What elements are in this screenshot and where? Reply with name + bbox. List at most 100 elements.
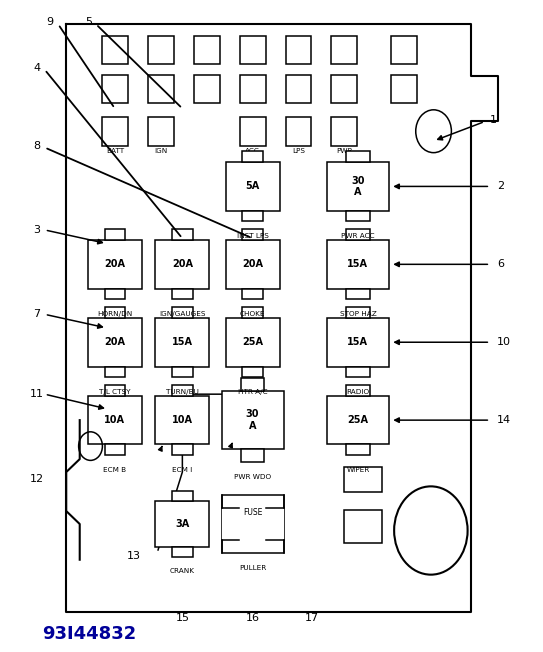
Text: BATT: BATT xyxy=(106,148,124,154)
Bar xyxy=(239,36,266,65)
Bar xyxy=(172,547,193,557)
Text: 15: 15 xyxy=(175,613,190,623)
Bar xyxy=(172,366,193,378)
Bar xyxy=(194,75,219,103)
Bar xyxy=(239,75,266,103)
Bar xyxy=(346,151,370,162)
Bar xyxy=(105,289,125,299)
Text: T/L CTSY: T/L CTSY xyxy=(99,389,130,395)
Bar xyxy=(344,467,382,492)
Bar xyxy=(155,240,210,289)
Bar xyxy=(327,396,389,445)
Text: 10A: 10A xyxy=(172,415,193,425)
Text: 5A: 5A xyxy=(245,181,260,192)
Text: 30
A: 30 A xyxy=(351,175,365,197)
Bar xyxy=(346,385,370,396)
Bar xyxy=(327,162,389,211)
Text: 20A: 20A xyxy=(104,259,125,269)
Text: ACC: ACC xyxy=(245,148,260,154)
Bar xyxy=(222,391,283,449)
Bar xyxy=(346,289,370,299)
Text: 4: 4 xyxy=(33,63,40,72)
Bar xyxy=(148,75,174,103)
Bar xyxy=(225,240,280,289)
Text: 15A: 15A xyxy=(172,337,193,348)
Text: HTR A/C: HTR A/C xyxy=(238,389,267,395)
Bar xyxy=(88,396,142,445)
Bar xyxy=(286,117,312,145)
Bar xyxy=(88,240,142,289)
Text: CHOKE: CHOKE xyxy=(240,311,266,317)
Bar xyxy=(225,162,280,211)
Text: 20A: 20A xyxy=(104,337,125,348)
Text: 20A: 20A xyxy=(242,259,263,269)
Bar xyxy=(331,117,357,145)
Text: PULLER: PULLER xyxy=(239,565,266,571)
Bar xyxy=(391,36,417,65)
Text: 9: 9 xyxy=(47,17,54,27)
Text: RADIO: RADIO xyxy=(346,389,369,395)
Bar xyxy=(172,230,193,240)
Text: 3: 3 xyxy=(33,225,40,235)
Bar xyxy=(266,508,283,540)
Bar xyxy=(239,117,266,145)
Bar xyxy=(346,230,370,240)
Text: PWR: PWR xyxy=(336,148,353,154)
Bar xyxy=(225,318,280,366)
Bar xyxy=(222,495,283,554)
Bar xyxy=(172,307,193,318)
Bar xyxy=(148,117,174,145)
Text: 15A: 15A xyxy=(348,337,369,348)
Bar xyxy=(88,318,142,366)
Bar xyxy=(105,385,125,396)
Text: HORN/DN: HORN/DN xyxy=(97,311,132,317)
Text: PWR ACC: PWR ACC xyxy=(341,233,375,239)
Text: WIPER: WIPER xyxy=(346,467,370,473)
Bar xyxy=(331,75,357,103)
Bar xyxy=(222,508,239,540)
Text: ECM I: ECM I xyxy=(172,467,192,473)
Bar xyxy=(172,385,193,396)
Text: PWR WDO: PWR WDO xyxy=(234,474,271,480)
Bar xyxy=(155,318,210,366)
Bar xyxy=(242,230,263,240)
Bar xyxy=(391,75,417,103)
Text: ECM B: ECM B xyxy=(103,467,127,473)
Text: 10: 10 xyxy=(497,337,512,348)
Text: 11: 11 xyxy=(29,389,43,399)
Text: 10A: 10A xyxy=(104,415,125,425)
Text: IGN: IGN xyxy=(154,148,167,154)
Text: CRANK: CRANK xyxy=(170,569,195,574)
Text: IGN/GAUGES: IGN/GAUGES xyxy=(159,311,206,317)
Text: LPS: LPS xyxy=(292,148,305,154)
Bar xyxy=(241,378,264,391)
Text: INST LPS: INST LPS xyxy=(237,233,269,239)
Bar xyxy=(155,396,210,445)
Text: 3A: 3A xyxy=(175,519,190,529)
Text: 15A: 15A xyxy=(348,259,369,269)
Bar xyxy=(346,211,370,222)
Bar xyxy=(155,501,210,547)
Bar xyxy=(346,445,370,455)
Text: 25A: 25A xyxy=(348,415,369,425)
Text: 13: 13 xyxy=(127,552,141,561)
Bar xyxy=(346,366,370,378)
Text: STOP HAZ: STOP HAZ xyxy=(339,311,376,317)
Text: 17: 17 xyxy=(305,613,319,623)
Bar xyxy=(105,445,125,455)
Bar xyxy=(102,117,128,145)
Bar xyxy=(172,492,193,501)
Bar xyxy=(105,366,125,378)
Bar xyxy=(346,307,370,318)
Bar xyxy=(286,36,312,65)
Bar xyxy=(105,230,125,240)
Text: 93I44832: 93I44832 xyxy=(42,625,136,644)
Text: 2: 2 xyxy=(497,181,504,192)
Text: 1: 1 xyxy=(490,115,497,125)
Text: 5: 5 xyxy=(85,17,92,27)
Text: 8: 8 xyxy=(33,141,40,151)
Bar xyxy=(327,240,389,289)
Bar xyxy=(148,36,174,65)
Bar xyxy=(241,449,264,462)
Text: 12: 12 xyxy=(29,473,43,484)
